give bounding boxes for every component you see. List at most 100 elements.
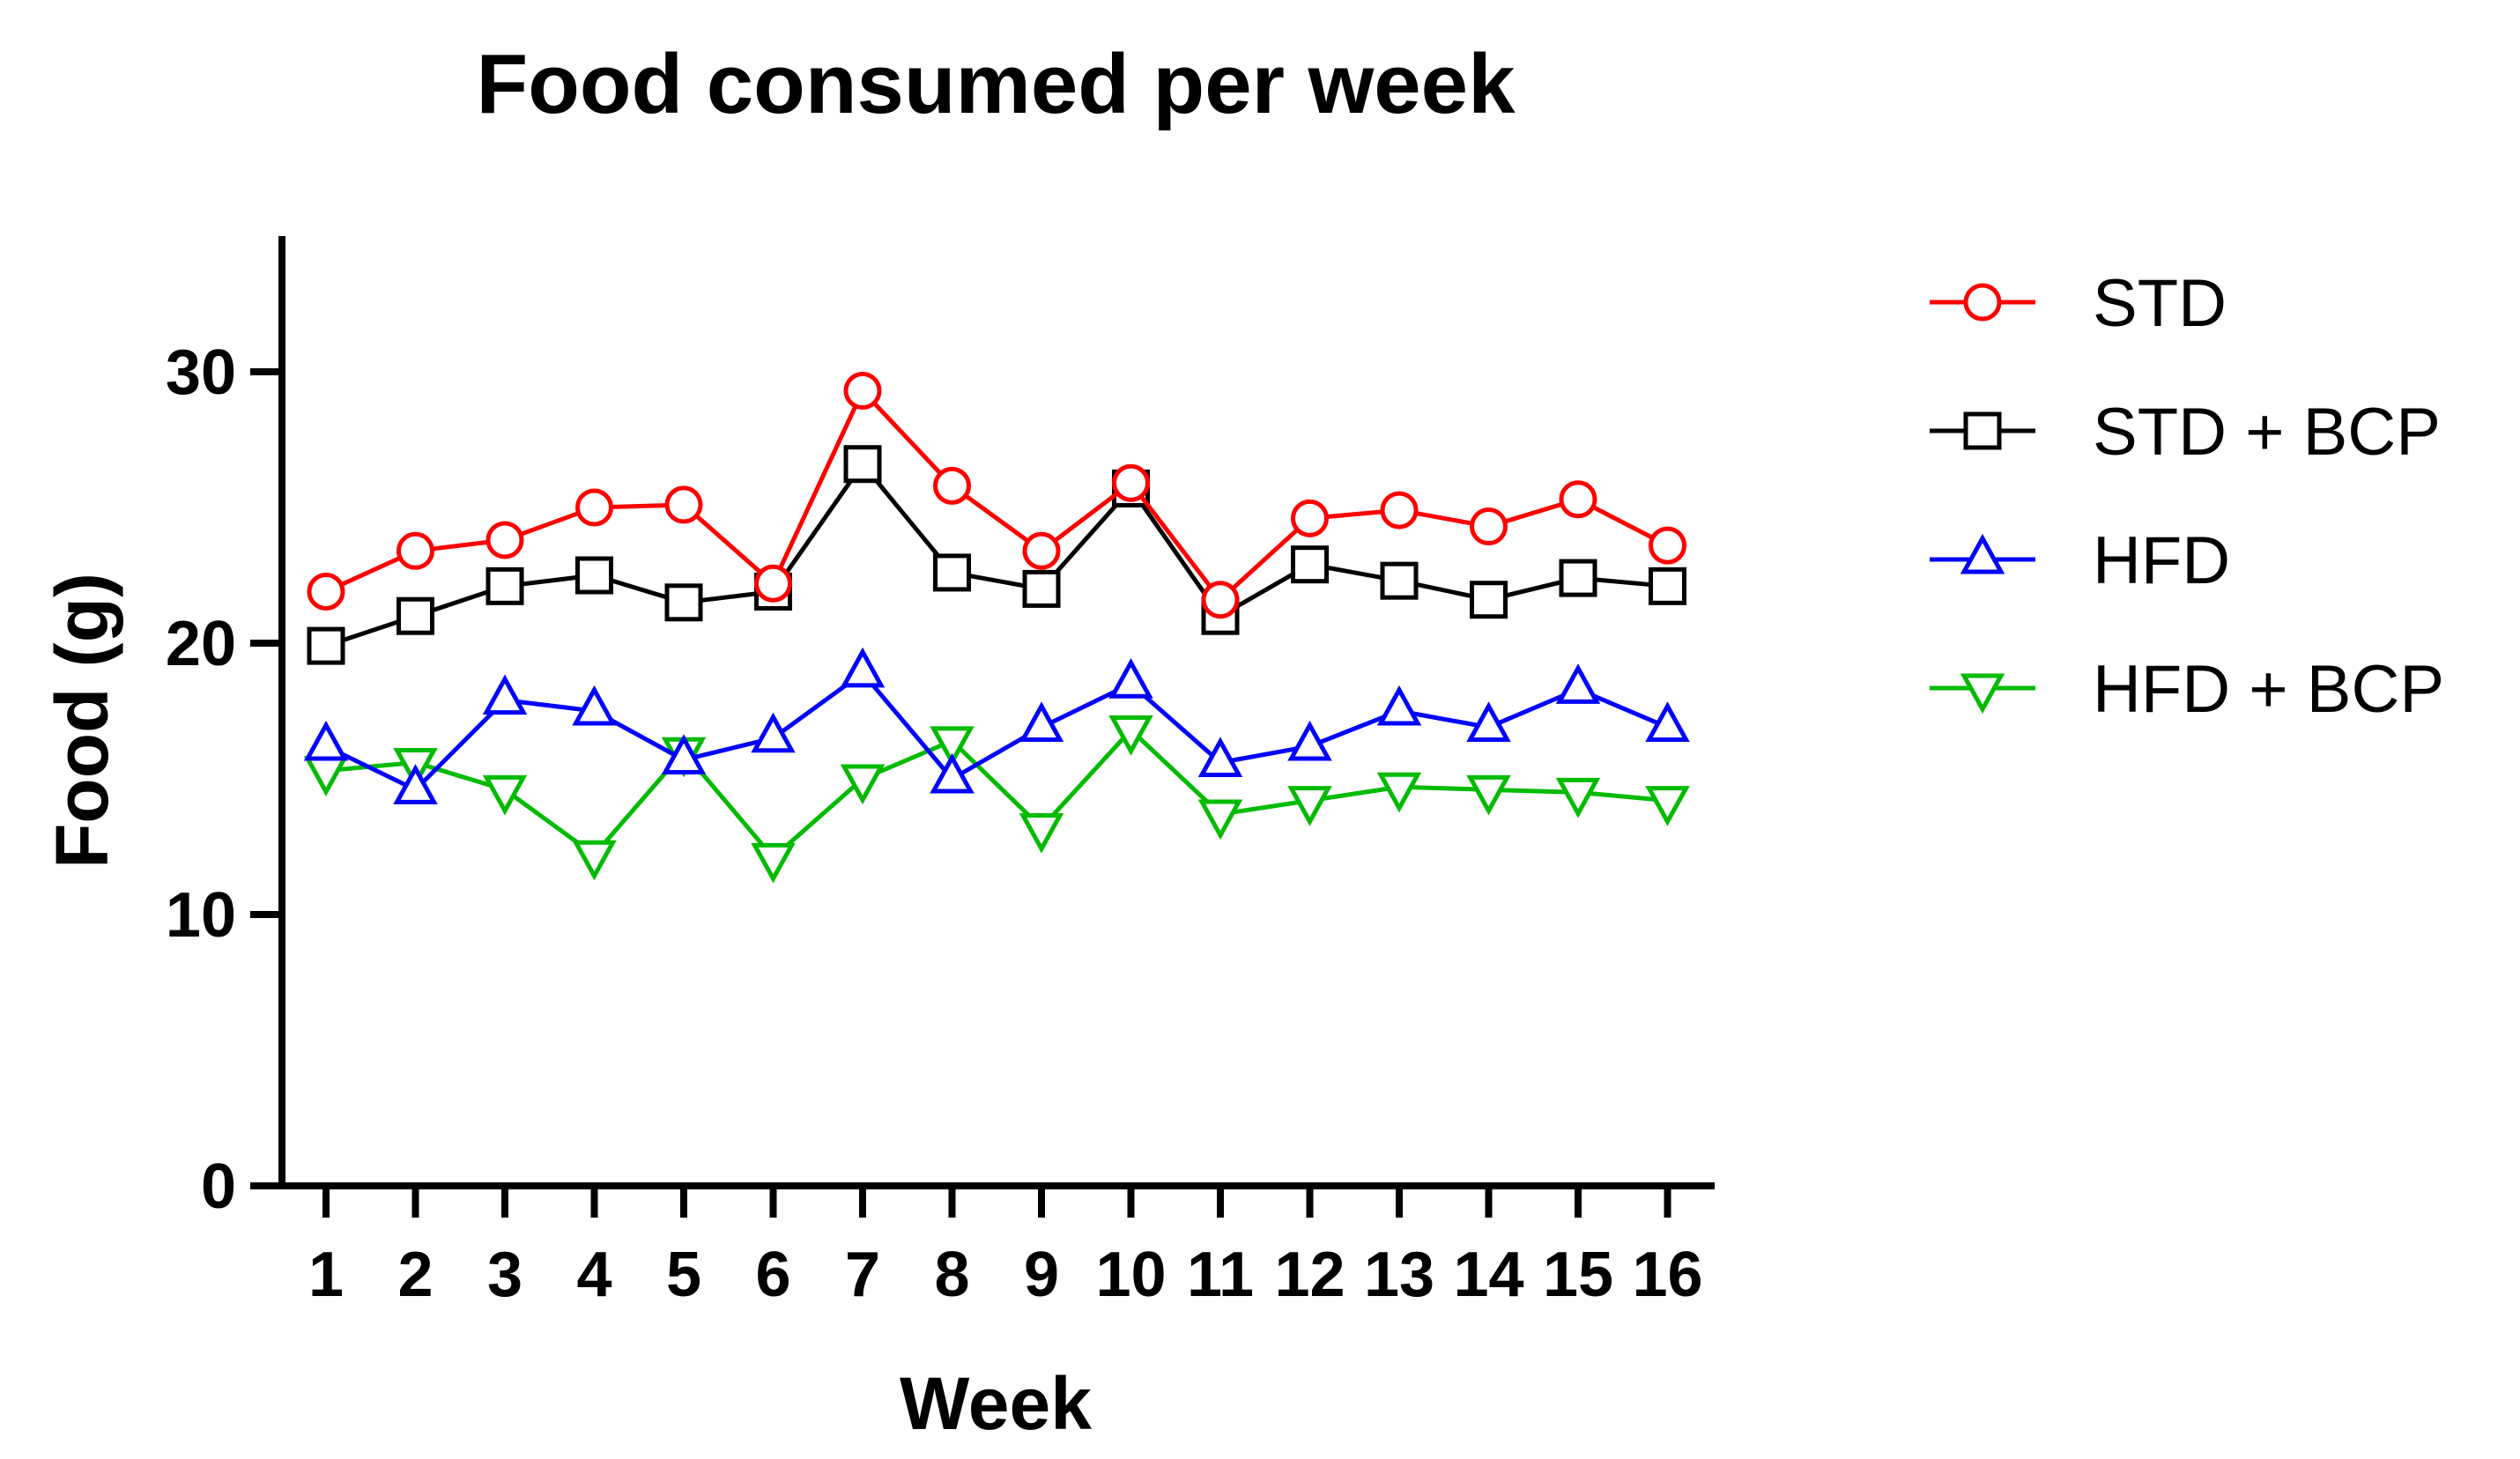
series-std-bcp bbox=[307, 445, 1686, 665]
legend: STD STD + BCP HFD HFD + BCP bbox=[1930, 266, 2444, 727]
data-point-hfd bbox=[1108, 658, 1153, 699]
data-point-std-bcp bbox=[1470, 581, 1508, 619]
legend-marker-hfd-bcp bbox=[1960, 673, 2005, 715]
data-point-hfd bbox=[661, 734, 707, 774]
legend-label: STD + BCP bbox=[2093, 395, 2441, 470]
data-point-hfd-bcp bbox=[1466, 774, 1511, 816]
x-axis-label: Week bbox=[900, 1362, 1092, 1445]
data-point-std bbox=[933, 466, 971, 505]
chart-title: Food consumed per week bbox=[477, 37, 1516, 131]
data-point-std bbox=[1201, 581, 1240, 619]
data-point-std bbox=[1649, 526, 1686, 565]
legend-item-std-bcp: STD + BCP bbox=[1930, 395, 2441, 470]
data-point-std bbox=[1559, 480, 1597, 519]
x-tick-label: 13 bbox=[1364, 1240, 1434, 1310]
data-point-std-bcp bbox=[397, 596, 434, 635]
data-point-std-bcp bbox=[1291, 545, 1329, 584]
data-point-std-bcp bbox=[843, 445, 882, 484]
data-point-std bbox=[575, 488, 613, 527]
legend-marker-std bbox=[1963, 283, 2002, 322]
plot-series bbox=[303, 372, 1690, 884]
x-tick-label: 12 bbox=[1274, 1240, 1345, 1310]
series-std bbox=[307, 372, 1686, 619]
x-tick-label: 14 bbox=[1453, 1240, 1523, 1310]
x-tick-label: 3 bbox=[487, 1240, 523, 1310]
data-point-hfd bbox=[1466, 701, 1511, 742]
data-point-hfd-bcp bbox=[840, 764, 886, 805]
data-point-hfd bbox=[482, 674, 528, 715]
data-point-hfd-bcp bbox=[1645, 786, 1690, 826]
data-point-hfd bbox=[930, 752, 975, 794]
data-point-std-bcp bbox=[933, 553, 971, 592]
x-tick-label: 4 bbox=[576, 1240, 611, 1310]
data-point-hfd-bcp bbox=[1287, 786, 1332, 826]
data-point-std-bcp bbox=[307, 626, 345, 665]
data-point-hfd-bcp bbox=[303, 756, 349, 796]
x-tick-label: 9 bbox=[1024, 1240, 1059, 1310]
data-point-hfd-bcp bbox=[1376, 772, 1422, 813]
y-tick-label: 20 bbox=[166, 609, 236, 679]
data-point-std-bcp bbox=[1380, 561, 1419, 600]
data-point-hfd bbox=[572, 685, 617, 726]
data-point-std-bcp bbox=[485, 567, 524, 605]
y-axis-label: Food (g) bbox=[41, 573, 123, 869]
data-point-std bbox=[485, 521, 524, 559]
data-point-hfd bbox=[1555, 663, 1601, 704]
x-tick-label: 15 bbox=[1543, 1240, 1613, 1310]
data-point-hfd-bcp bbox=[751, 842, 796, 884]
legend-label: STD bbox=[2093, 266, 2227, 341]
x-tick-label: 1 bbox=[308, 1240, 344, 1310]
data-point-std-bcp bbox=[1559, 559, 1597, 597]
data-point-hfd-bcp bbox=[482, 774, 528, 816]
data-point-hfd bbox=[1019, 701, 1064, 742]
x-tick-label: 16 bbox=[1632, 1240, 1702, 1310]
data-point-hfd bbox=[393, 764, 438, 804]
x-tick-label: 11 bbox=[1187, 1240, 1254, 1310]
data-point-std bbox=[754, 564, 792, 603]
data-point-std bbox=[307, 572, 345, 611]
series-line-hfd bbox=[324, 670, 1669, 792]
data-point-std bbox=[1291, 499, 1329, 537]
data-point-hfd-bcp bbox=[1197, 799, 1243, 841]
data-point-std bbox=[1380, 491, 1419, 530]
data-point-hfd-bcp bbox=[1108, 715, 1153, 756]
legend-marker-std-bcp bbox=[1963, 411, 2002, 450]
series-hfd bbox=[303, 647, 1690, 804]
x-tick-label: 6 bbox=[755, 1240, 790, 1310]
data-point-std bbox=[397, 531, 434, 570]
data-point-hfd-bcp bbox=[1019, 812, 1064, 854]
x-tick-label: 8 bbox=[934, 1240, 969, 1310]
data-point-hfd bbox=[751, 712, 796, 753]
data-point-hfd bbox=[1287, 720, 1332, 761]
legend-item-hfd: HFD bbox=[1930, 523, 2230, 598]
x-tick-label: 5 bbox=[666, 1240, 701, 1310]
data-point-std-bcp bbox=[1022, 569, 1061, 608]
data-point-hfd bbox=[1197, 737, 1243, 778]
data-point-hfd bbox=[303, 720, 349, 761]
data-point-std bbox=[843, 372, 882, 411]
data-point-hfd-bcp bbox=[1555, 777, 1601, 818]
x-tick-label: 10 bbox=[1095, 1240, 1166, 1310]
x-tick-label: 7 bbox=[845, 1240, 880, 1310]
data-point-std-bcp bbox=[1649, 567, 1686, 605]
series-line-std bbox=[324, 389, 1669, 603]
legend-marker-hfd bbox=[1960, 533, 2005, 574]
data-point-hfd bbox=[1645, 701, 1690, 742]
x-tick-label: 2 bbox=[397, 1240, 433, 1310]
data-point-hfd bbox=[1376, 685, 1422, 726]
legend-item-hfd-bcp: HFD + BCP bbox=[1930, 652, 2444, 727]
legend-item-std: STD bbox=[1930, 266, 2227, 341]
data-point-std-bcp bbox=[664, 583, 703, 622]
series-line-std-bcp bbox=[325, 462, 1668, 648]
y-tick-label: 30 bbox=[166, 337, 236, 408]
legend-label: HFD bbox=[2093, 523, 2230, 598]
y-tick-label: 0 bbox=[201, 1152, 236, 1222]
data-point-std bbox=[1022, 531, 1061, 570]
data-point-hfd bbox=[840, 647, 886, 688]
data-point-std bbox=[1112, 463, 1150, 502]
legend-label: HFD + BCP bbox=[2093, 652, 2444, 727]
series-line-hfd-bcp bbox=[325, 728, 1668, 860]
data-point-std-bcp bbox=[575, 556, 613, 595]
